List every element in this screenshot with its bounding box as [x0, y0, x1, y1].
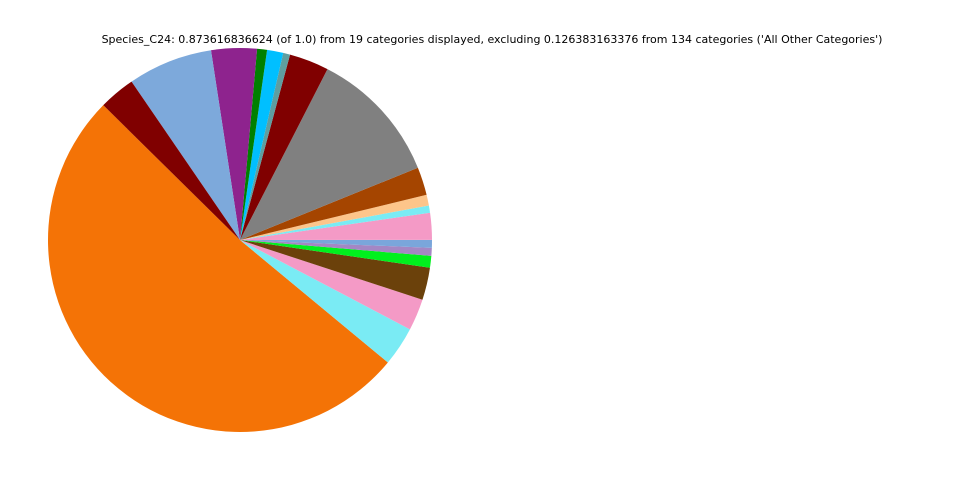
pie-slice-14 [240, 52, 291, 240]
pie-slice-2 [240, 240, 410, 363]
pie-slice-15 [240, 49, 284, 241]
pie-slice-12 [240, 69, 418, 240]
pie-slice-4 [240, 240, 430, 300]
pie-slice-18 [131, 50, 240, 241]
pie-slice-5 [240, 240, 432, 268]
pie-slice-9 [240, 205, 431, 240]
pie-slice-13 [240, 54, 328, 240]
pie-slice-8 [240, 212, 432, 240]
pie-slice-16 [240, 48, 268, 240]
pie-slice-3 [240, 240, 423, 330]
pie-slice-6 [240, 240, 432, 256]
pie-slice-11 [240, 167, 427, 240]
pie-slice-19 [103, 81, 240, 240]
pie-slice-17 [210, 48, 258, 240]
pie-slice-10 [240, 194, 429, 240]
chart-title: Species_C24: 0.873616836624 (of 1.0) fro… [101, 33, 883, 46]
pie-slice-1 [47, 105, 388, 433]
pie-slice-7 [240, 239, 433, 248]
